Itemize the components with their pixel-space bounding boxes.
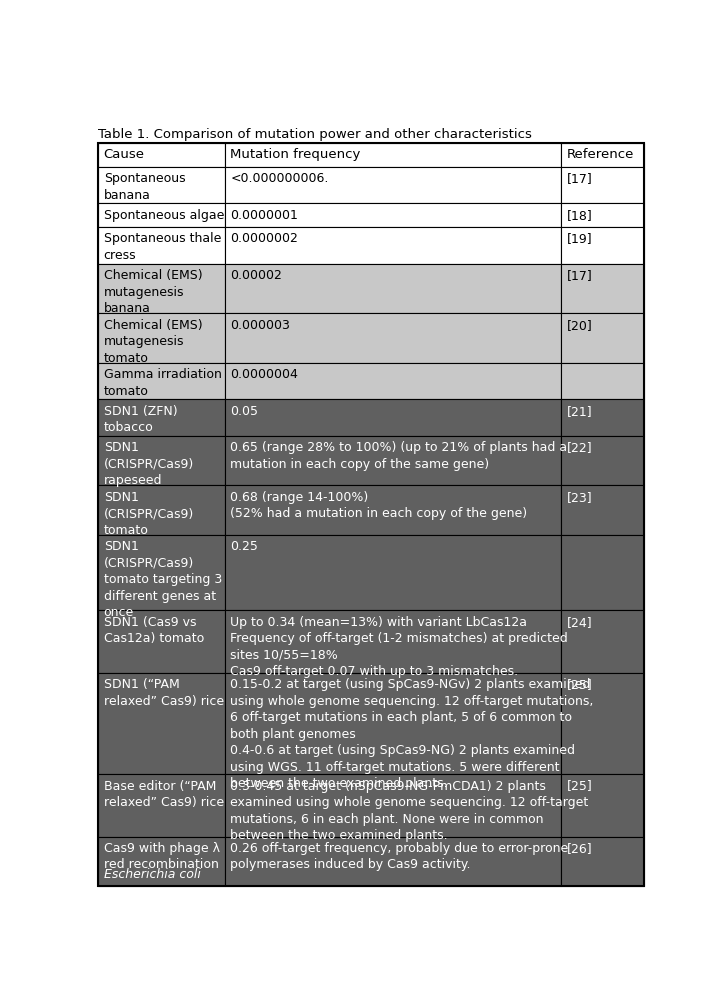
Text: 0.05: 0.05	[230, 405, 258, 418]
Text: SDN1
(CRISPR/Cas9)
tomato targeting 3
different genes at
once: SDN1 (CRISPR/Cas9) tomato targeting 3 di…	[104, 540, 222, 619]
Text: SDN1 (“PAM
relaxed” Cas9) rice: SDN1 (“PAM relaxed” Cas9) rice	[104, 678, 224, 708]
Bar	[225, 227, 562, 264]
Bar	[98, 227, 225, 264]
Text: 0.68 (range 14-100%)
(52% had a mutation in each copy of the gene): 0.68 (range 14-100%) (52% had a mutation…	[230, 491, 527, 520]
Text: [20]: [20]	[567, 319, 593, 332]
Text: [24]: [24]	[567, 616, 592, 629]
Text: 0.3-0.45 at target (nSpCas9-NG-PmCDA1) 2 plants
examined using whole genome sequ: 0.3-0.45 at target (nSpCas9-NG-PmCDA1) 2…	[230, 780, 589, 842]
Bar	[98, 399, 225, 436]
Bar	[225, 610, 562, 673]
Text: Base editor (“PAM
relaxed” Cas9) rice: Base editor (“PAM relaxed” Cas9) rice	[104, 780, 224, 809]
Bar	[562, 485, 644, 535]
Bar	[98, 837, 225, 886]
Bar	[562, 143, 644, 167]
Bar	[225, 485, 562, 535]
Text: [23]: [23]	[567, 491, 592, 504]
Text: 0.26 off-target frequency, probably due to error-prone
polymerases induced by Ca: 0.26 off-target frequency, probably due …	[230, 842, 568, 871]
Bar	[562, 610, 644, 673]
Text: Spontaneous algae: Spontaneous algae	[104, 209, 224, 222]
Bar	[562, 264, 644, 313]
Text: 0.0000004: 0.0000004	[230, 368, 298, 381]
Text: 0.65 (range 28% to 100%) (up to 21% of plants had a
mutation in each copy of the: 0.65 (range 28% to 100%) (up to 21% of p…	[230, 441, 568, 471]
Bar	[98, 167, 225, 203]
Text: 0.000003: 0.000003	[230, 319, 290, 332]
Bar	[562, 774, 644, 837]
Bar	[562, 167, 644, 203]
Text: Escherichia coli: Escherichia coli	[104, 868, 201, 881]
Text: 0.25: 0.25	[230, 540, 258, 553]
Text: SDN1 (ZFN)
tobacco: SDN1 (ZFN) tobacco	[104, 405, 177, 434]
Text: Chemical (EMS)
mutagenesis
banana: Chemical (EMS) mutagenesis banana	[104, 269, 202, 315]
Text: Up to 0.34 (mean=13%) with variant LbCas12a
Frequency of off-target (1-2 mismatc: Up to 0.34 (mean=13%) with variant LbCas…	[230, 616, 568, 678]
Bar	[225, 399, 562, 436]
Bar	[98, 203, 225, 227]
Bar	[562, 535, 644, 610]
Bar	[225, 143, 562, 167]
Text: SDN1
(CRISPR/Cas9)
rapeseed: SDN1 (CRISPR/Cas9) rapeseed	[104, 441, 194, 487]
Text: 0.0000001: 0.0000001	[230, 209, 298, 222]
Bar	[562, 227, 644, 264]
Bar	[562, 399, 644, 436]
Bar	[98, 535, 225, 610]
Text: [19]: [19]	[567, 232, 592, 245]
Text: [22]: [22]	[567, 441, 592, 454]
Text: [25]: [25]	[567, 678, 593, 691]
Text: [25]: [25]	[567, 780, 593, 793]
Text: [21]: [21]	[567, 405, 592, 418]
Bar	[225, 264, 562, 313]
Text: Cas9 with phage λ
red recombination: Cas9 with phage λ red recombination	[104, 842, 219, 871]
Bar	[562, 673, 644, 774]
Text: SDN1 (Cas9 vs
Cas12a) tomato: SDN1 (Cas9 vs Cas12a) tomato	[104, 616, 204, 645]
Text: [17]: [17]	[567, 172, 593, 185]
Bar	[98, 485, 225, 535]
Text: 0.15-0.2 at target (using SpCas9-NGv) 2 plants examined
using whole genome seque: 0.15-0.2 at target (using SpCas9-NGv) 2 …	[230, 678, 594, 790]
Bar	[98, 313, 225, 363]
Bar	[225, 363, 562, 399]
Bar	[562, 203, 644, 227]
Bar	[562, 837, 644, 886]
Text: Reference: Reference	[567, 148, 634, 161]
Bar	[98, 673, 225, 774]
Text: [26]: [26]	[567, 842, 592, 855]
Text: Table 1. Comparison of mutation power and other characteristics: Table 1. Comparison of mutation power an…	[98, 128, 532, 141]
Text: Cause: Cause	[104, 148, 145, 161]
Bar	[225, 436, 562, 485]
Text: <0.000000006.: <0.000000006.	[230, 172, 329, 185]
Text: Mutation frequency: Mutation frequency	[230, 148, 361, 161]
Bar	[225, 313, 562, 363]
Bar	[562, 436, 644, 485]
Text: Spontaneous thale
cress: Spontaneous thale cress	[104, 232, 221, 262]
Bar	[225, 535, 562, 610]
Bar	[562, 313, 644, 363]
Text: [18]: [18]	[567, 209, 593, 222]
Bar	[225, 167, 562, 203]
Bar	[98, 143, 225, 167]
Text: Chemical (EMS)
mutagenesis
tomato: Chemical (EMS) mutagenesis tomato	[104, 319, 202, 365]
Text: 0.0000002: 0.0000002	[230, 232, 298, 245]
Bar	[225, 203, 562, 227]
Bar	[225, 837, 562, 886]
Bar	[98, 610, 225, 673]
Text: 0.00002: 0.00002	[230, 269, 282, 282]
Bar	[562, 363, 644, 399]
Bar	[98, 774, 225, 837]
Text: SDN1
(CRISPR/Cas9)
tomato: SDN1 (CRISPR/Cas9) tomato	[104, 491, 194, 537]
Bar	[98, 264, 225, 313]
Text: Gamma irradiation
tomato: Gamma irradiation tomato	[104, 368, 222, 398]
Bar	[98, 363, 225, 399]
Bar	[98, 436, 225, 485]
Text: Spontaneous
banana: Spontaneous banana	[104, 172, 185, 202]
Text: [17]: [17]	[567, 269, 593, 282]
Bar	[225, 673, 562, 774]
Bar	[225, 774, 562, 837]
